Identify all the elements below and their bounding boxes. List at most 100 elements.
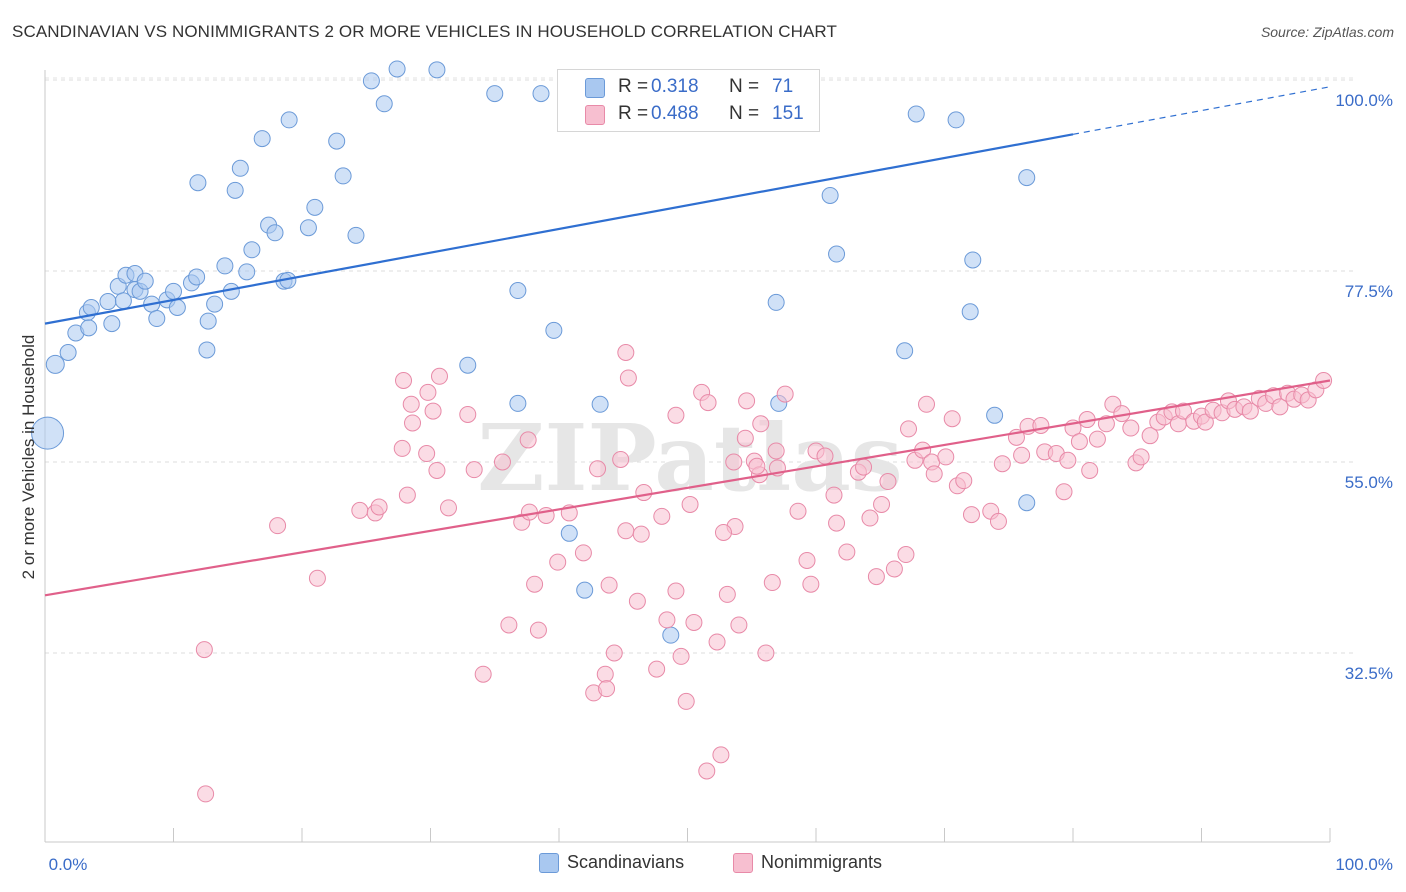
data-point	[299, 219, 317, 237]
axes	[44, 70, 1331, 843]
data-point	[31, 416, 65, 450]
source-credit: Source: ZipAtlas.com	[1260, 24, 1394, 40]
data-point	[347, 226, 365, 244]
data-point	[619, 369, 637, 387]
data-point	[993, 455, 1011, 473]
data-point	[962, 506, 980, 524]
scandinavians-trend-line	[44, 133, 1074, 325]
data-point	[253, 130, 271, 148]
data-point	[576, 581, 594, 599]
data-point	[712, 746, 730, 764]
data-point	[402, 395, 420, 413]
data-point	[80, 319, 98, 337]
data-point	[199, 312, 217, 330]
data-point	[459, 405, 477, 423]
data-point	[428, 61, 446, 79]
data-point	[897, 546, 915, 564]
data-point	[398, 486, 416, 504]
data-point	[937, 448, 955, 466]
data-point	[667, 582, 685, 600]
data-point	[617, 522, 635, 540]
data-point	[617, 343, 635, 361]
data-point	[598, 680, 616, 698]
data-point	[632, 525, 650, 543]
data-point	[798, 551, 816, 569]
y-tick-label: 32.5%	[1345, 664, 1393, 683]
data-point	[474, 665, 492, 683]
data-point	[308, 569, 326, 587]
scandinavians-trend-extension	[1072, 86, 1331, 135]
data-point	[1081, 461, 1099, 479]
data-point	[1271, 398, 1289, 416]
data-point	[574, 544, 592, 562]
data-point	[589, 460, 607, 478]
data-point	[375, 95, 393, 113]
data-point	[216, 257, 234, 275]
data-point	[955, 472, 973, 490]
data-point	[1013, 446, 1031, 464]
data-point	[838, 543, 856, 561]
data-point	[672, 647, 690, 665]
data-point	[1055, 483, 1073, 501]
legend-label: Scandinavians	[567, 852, 685, 872]
data-point	[136, 272, 154, 290]
data-point	[1032, 416, 1050, 434]
data-point	[509, 282, 527, 300]
data-point	[635, 484, 653, 502]
data-point	[776, 385, 794, 403]
data-point	[855, 458, 873, 476]
data-point	[605, 644, 623, 662]
data-point	[767, 442, 785, 460]
data-point	[825, 486, 843, 504]
data-point	[328, 132, 346, 150]
data-point	[730, 616, 748, 634]
data-point	[99, 293, 117, 311]
data-point	[430, 367, 448, 385]
data-point	[59, 343, 77, 361]
data-point	[243, 241, 261, 259]
data-point	[1141, 427, 1159, 445]
data-point	[718, 585, 736, 603]
data-point	[699, 394, 717, 412]
data-point	[964, 251, 982, 269]
data-point	[736, 429, 754, 447]
n-value: 71	[772, 76, 794, 97]
data-point	[918, 395, 936, 413]
correlation-legend: R = 0.318 N = 71 R = 0.488 N = 151	[557, 69, 820, 132]
data-point	[658, 611, 676, 629]
data-point	[526, 575, 544, 593]
data-point	[238, 263, 256, 281]
data-point	[198, 341, 216, 359]
data-point	[529, 621, 547, 639]
data-point	[989, 512, 1007, 530]
data-point	[738, 392, 756, 410]
x-tick-label: 100.0%	[1335, 855, 1393, 874]
data-point	[628, 592, 646, 610]
y-tick-label: 55.0%	[1345, 473, 1393, 492]
data-point	[165, 282, 182, 300]
data-point	[388, 60, 406, 78]
data-point	[280, 111, 298, 129]
scandinavians-points	[31, 60, 1036, 644]
data-point	[925, 465, 943, 483]
data-point	[681, 495, 699, 513]
data-point	[907, 105, 925, 123]
data-point	[591, 395, 609, 413]
data-point	[393, 439, 411, 457]
data-point	[1097, 415, 1115, 433]
data-point	[612, 450, 630, 468]
data-point	[896, 342, 914, 360]
data-point	[419, 383, 437, 401]
data-point	[961, 303, 979, 321]
data-point	[545, 321, 563, 339]
data-point	[802, 575, 820, 593]
data-point	[986, 406, 1004, 424]
data-point	[596, 665, 614, 683]
data-point	[351, 501, 369, 519]
data-point	[334, 167, 352, 185]
data-point	[103, 315, 121, 333]
data-point	[370, 498, 388, 516]
data-point	[885, 560, 903, 578]
data-point	[714, 523, 732, 541]
data-point	[725, 453, 743, 471]
